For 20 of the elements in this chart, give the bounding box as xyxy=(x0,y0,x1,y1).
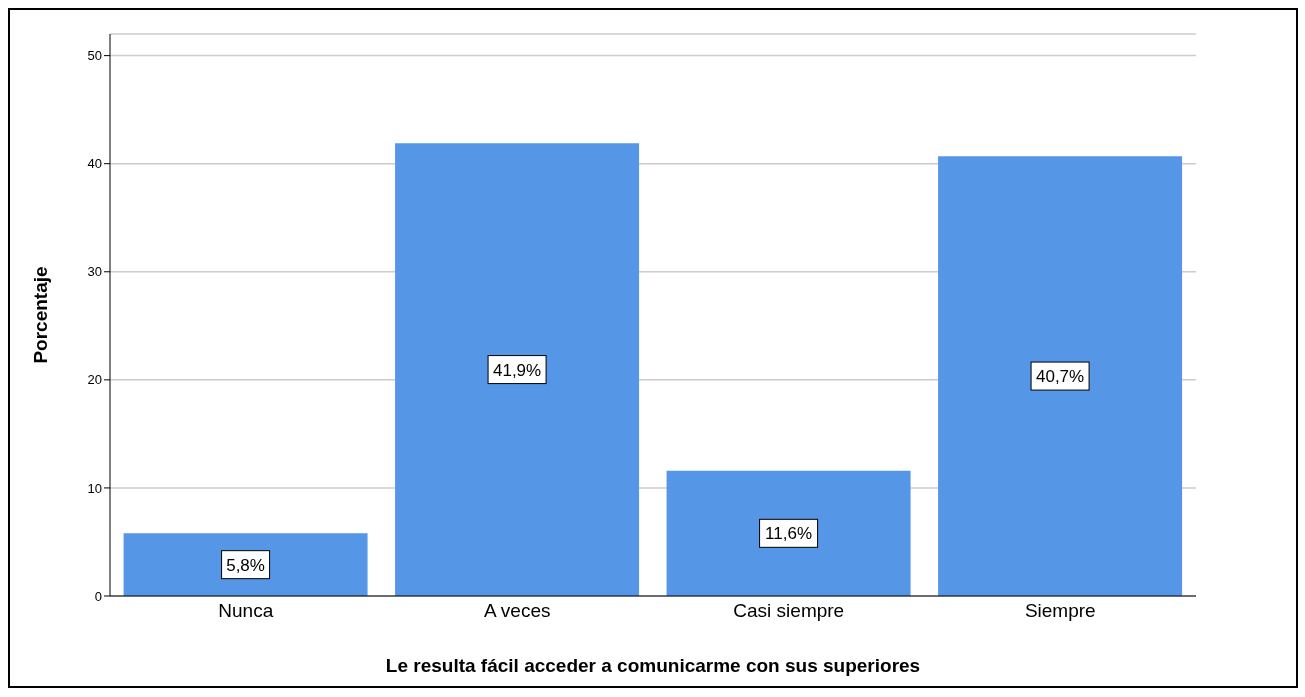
y-tick-label: 0 xyxy=(94,588,102,604)
bar xyxy=(938,156,1183,596)
x-tick-label: A veces xyxy=(483,600,551,622)
bar xyxy=(395,143,640,596)
x-tick-label: Nunca xyxy=(218,600,274,622)
bar xyxy=(666,470,911,596)
data-label: 40,7% xyxy=(1035,367,1085,387)
y-axis-title: Porcentaje xyxy=(29,266,51,364)
y-tick-label: 20 xyxy=(87,372,102,388)
x-axis-title: Le resulta fácil acceder a comunicarme con sus superiores xyxy=(385,655,921,676)
data-label: 41,9% xyxy=(492,360,542,380)
data-label: 11,6% xyxy=(765,524,813,544)
bar xyxy=(123,533,368,596)
data-label: 5,8% xyxy=(226,555,265,575)
x-tick-label: Casi siempre xyxy=(733,600,845,622)
x-tick-label: Siempre xyxy=(1024,600,1096,622)
y-tick-label: 50 xyxy=(87,48,102,64)
y-tick-label: 30 xyxy=(87,264,102,280)
y-tick-label: 40 xyxy=(87,156,102,172)
y-tick-label: 10 xyxy=(87,480,102,496)
